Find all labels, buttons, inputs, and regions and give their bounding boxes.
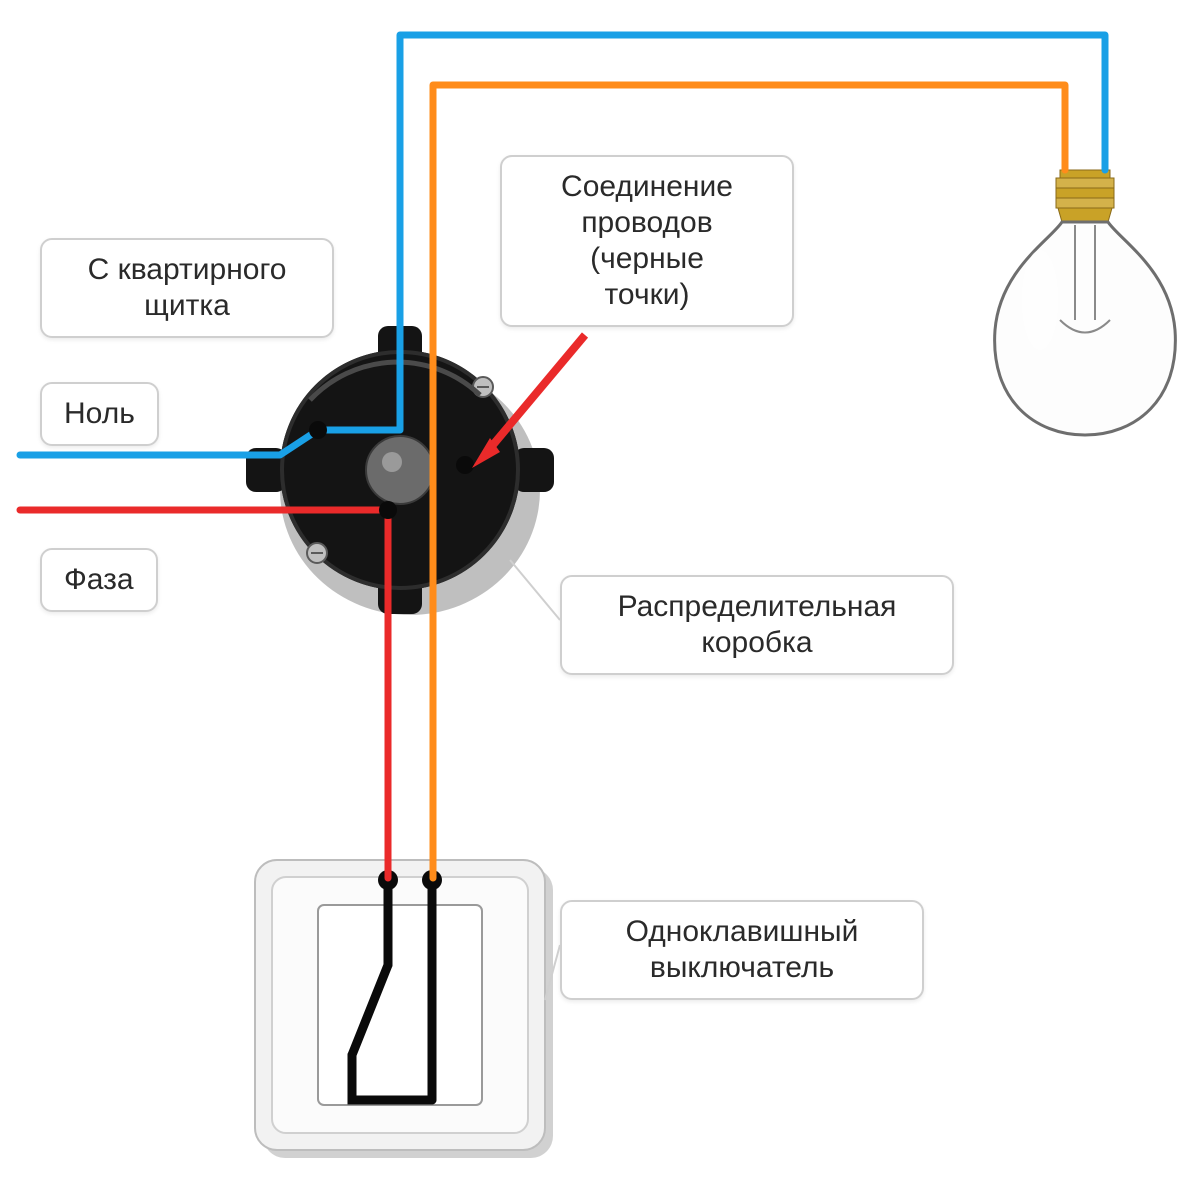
pointer-arrow <box>472 335 585 468</box>
label-neutral: Ноль <box>40 382 159 446</box>
leader-lines <box>510 560 560 1000</box>
wire-joints <box>309 421 474 519</box>
wall-switch-icon <box>255 860 553 1158</box>
label-phase: Фаза <box>40 548 158 612</box>
label-from-panel: С квартирного щитка <box>40 238 334 338</box>
label-switch: Одноклавишный выключатель <box>560 900 924 1000</box>
label-wire-joints: Соединение проводов (черные точки) <box>500 155 794 327</box>
label-junction-box: Распределительная коробка <box>560 575 954 675</box>
light-bulb-icon <box>995 170 1176 435</box>
junction-box-icon <box>246 326 554 615</box>
